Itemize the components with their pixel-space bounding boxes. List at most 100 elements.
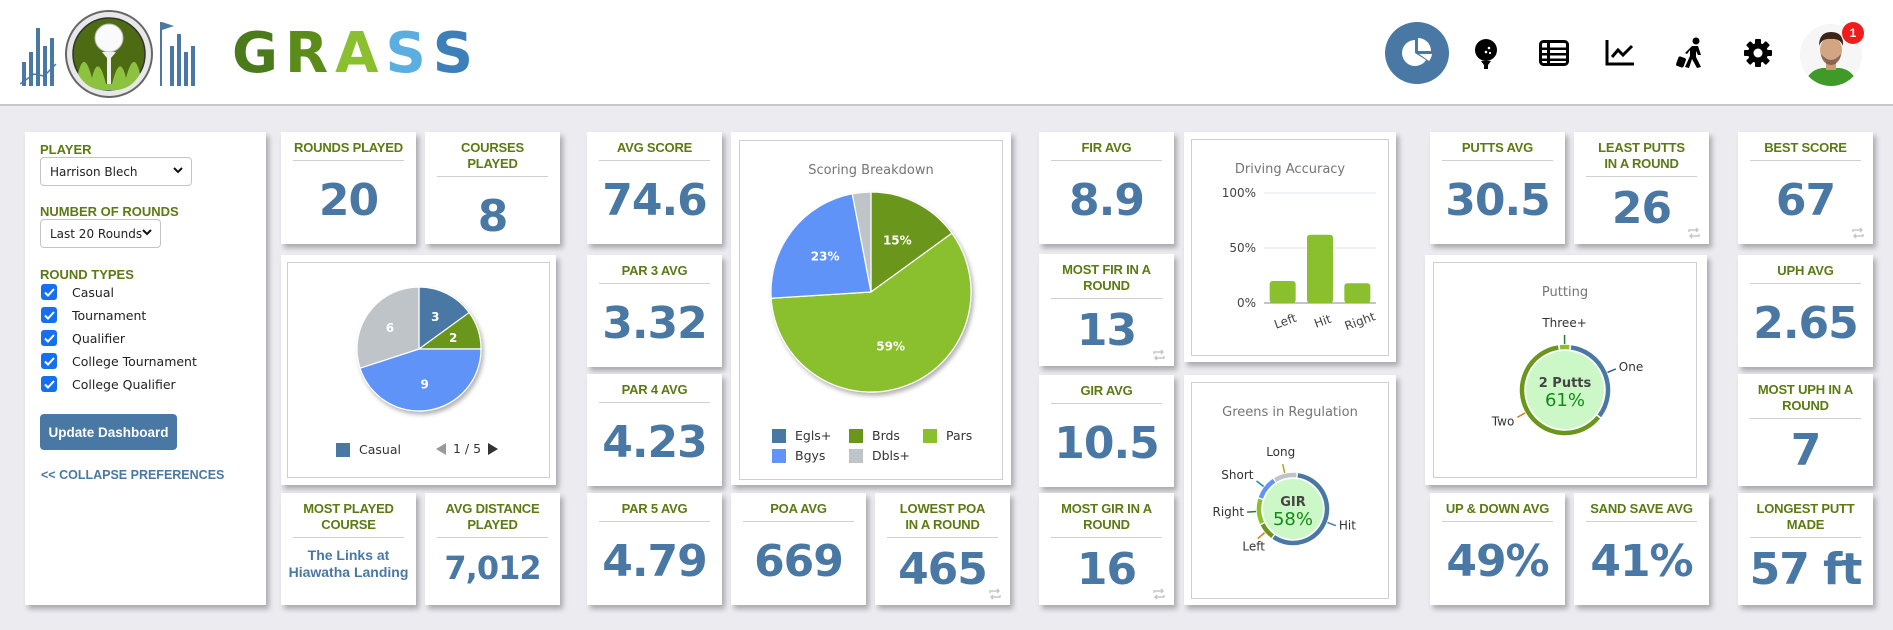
best-score-card: BEST SCORE 67 — [1738, 132, 1873, 244]
notification-badge[interactable]: 1 — [1842, 22, 1864, 44]
most-fir-card: MOST FIR IN A ROUND 13 — [1039, 254, 1174, 366]
y-tick-label: 0% — [1237, 296, 1256, 310]
donut-label: Hit — [1339, 519, 1356, 533]
card-value: 49% — [1446, 536, 1549, 587]
avg-score-card: AVG SCORE 74.6 — [587, 132, 722, 244]
legend-item[interactable]: Egls+ — [772, 428, 831, 443]
legend-item[interactable]: Casual — [336, 442, 401, 457]
legend-item[interactable]: Pars — [923, 428, 972, 443]
card-value: 4.23 — [602, 417, 708, 468]
card-title: SAND SAVE AVG — [1586, 501, 1697, 522]
rounds-select[interactable]: Last 20 Rounds — [40, 219, 161, 248]
scoring-breakdown-chart: Scoring Breakdown 15% 59% 23% Egls+ Brds P… — [739, 140, 1003, 480]
chart-title: Putting — [1541, 285, 1589, 300]
pie-slice-pars[interactable] — [770, 232, 972, 393]
repeat-icon[interactable] — [1687, 227, 1701, 239]
card-title: FIR AVG — [1051, 140, 1162, 161]
card-value: 74.6 — [602, 175, 708, 226]
player-select[interactable]: Harrison Blech — [40, 157, 192, 186]
legend-item[interactable]: Brds — [849, 428, 900, 443]
donut-segment-left[interactable] — [1260, 523, 1275, 539]
donut-segment-long[interactable] — [1274, 472, 1297, 483]
nav-rounds[interactable] — [1468, 34, 1504, 74]
pie-slice-college-tournament[interactable] — [356, 286, 420, 369]
nav-trends[interactable] — [1603, 36, 1637, 70]
avg-distance-card: AVG DISTANCE PLAYED 7,012 — [425, 493, 560, 605]
nav-scorecards[interactable] — [1537, 36, 1571, 70]
collapse-preferences-link[interactable]: << COLLAPSE PREFERENCES — [41, 468, 225, 482]
chart-pie-icon — [1402, 38, 1432, 66]
donut-segment-right[interactable] — [1256, 498, 1265, 524]
checkbox[interactable] — [41, 284, 57, 300]
repeat-icon[interactable] — [988, 588, 1002, 600]
card-value: 67 — [1775, 175, 1836, 226]
pie-slice-bgys[interactable] — [770, 193, 872, 299]
top-header: GRASS — [0, 0, 1893, 106]
donut-segment-short[interactable] — [1258, 478, 1276, 499]
checkbox[interactable] — [41, 307, 57, 323]
least-putts-card: LEAST PUTTS IN A ROUND 26 — [1574, 132, 1709, 244]
card-value: 8.9 — [1069, 175, 1145, 226]
round-type-option[interactable]: Tournament — [41, 306, 146, 324]
checkbox[interactable] — [41, 353, 57, 369]
repeat-icon[interactable] — [1152, 588, 1166, 600]
checkbox-label: Tournament — [72, 307, 147, 323]
courses-played-card: COURSES PLAYED 8 — [425, 132, 560, 244]
card-value: 7,012 — [444, 549, 541, 587]
checkbox[interactable] — [41, 376, 57, 392]
legend-label: Bgys — [795, 448, 826, 463]
round-type-option[interactable]: Casual — [41, 283, 114, 301]
pie-slice-dbls-[interactable] — [851, 191, 872, 293]
card-value: 20 — [318, 175, 379, 226]
round-type-option[interactable]: Qualifier — [41, 329, 125, 347]
pie-slice-brds[interactable] — [870, 191, 953, 294]
nav-dashboard[interactable] — [1385, 22, 1449, 84]
grass-logo[interactable] — [19, 8, 205, 100]
legend-swatch — [772, 428, 786, 443]
legend-item[interactable]: Dbls+ — [849, 448, 910, 463]
checkmark-icon — [43, 287, 55, 297]
donut-center — [1524, 349, 1606, 431]
checkmark-icon — [43, 333, 55, 343]
bar-right[interactable] — [1344, 283, 1371, 303]
longest-putt-card: LONGEST PUTT MADE 57 ft — [1738, 493, 1873, 605]
card-title: PAR 4 AVG — [599, 382, 710, 403]
gir-chart: Greens in Regulation Hit Left Right Short Lo… — [1191, 382, 1389, 599]
card-value: 10.5 — [1054, 418, 1160, 469]
putting-chart: Putting One Two Three+ 2 Putts 61% — [1433, 262, 1697, 478]
donut-segment-one[interactable] — [1570, 345, 1611, 418]
repeat-icon[interactable] — [1152, 349, 1166, 361]
pie-slice-qualifier[interactable] — [359, 348, 482, 412]
nav-settings[interactable] — [1740, 35, 1776, 71]
legend-item[interactable]: Bgys — [772, 448, 825, 463]
card-value: 16 — [1076, 544, 1137, 595]
card-value: 41% — [1590, 536, 1693, 587]
next-page-icon[interactable] — [487, 442, 499, 456]
pie-slice-casual[interactable] — [418, 286, 470, 351]
prev-page-icon[interactable] — [435, 442, 447, 456]
card-value: The Links at Hiawatha Landing — [288, 547, 409, 580]
scoring-pie: 15% 59% 23% — [770, 191, 972, 393]
legend-label: Pars — [946, 428, 973, 443]
repeat-icon[interactable] — [1851, 227, 1865, 239]
bar-left[interactable] — [1269, 281, 1296, 303]
driving-accuracy-chart: Driving Accuracy 0% 50% 100% Left Hit Right — [1191, 139, 1389, 356]
nav-travel[interactable] — [1672, 34, 1708, 72]
bar-hit[interactable] — [1307, 234, 1333, 303]
checkbox-label: Qualifier — [72, 330, 126, 346]
round-type-option[interactable]: College Qualifier — [41, 375, 176, 393]
donut-segment-hit[interactable] — [1272, 473, 1330, 546]
leader-line — [1256, 480, 1265, 488]
donut-label: Left — [1242, 540, 1265, 554]
checkbox[interactable] — [41, 330, 57, 346]
up-down-avg-card: UP & DOWN AVG 49% — [1430, 493, 1565, 605]
card-title: UPH AVG — [1750, 263, 1861, 284]
update-dashboard-button[interactable]: Update Dashboard — [40, 414, 177, 450]
card-title: MOST PLAYED COURSE — [293, 501, 404, 538]
legend-pager: 1 / 5 — [435, 441, 499, 456]
round-type-option[interactable]: College Tournament — [41, 352, 197, 370]
donut-segment-two[interactable] — [1519, 345, 1601, 436]
